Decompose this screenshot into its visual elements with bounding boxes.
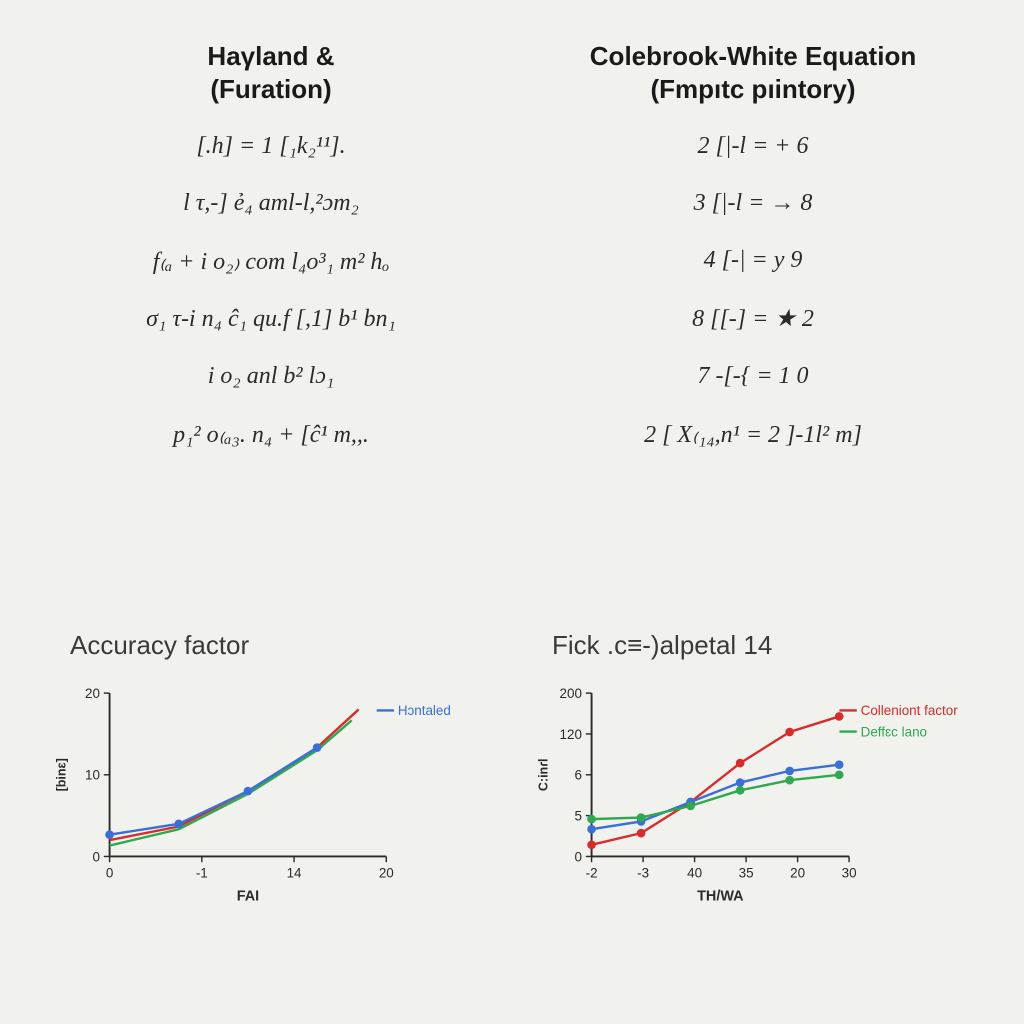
svg-text:20: 20	[379, 866, 394, 881]
left-title-line1: Haγland &	[207, 41, 334, 71]
left-chart-block: Accuracy factor 0 10 20 0 -1 14 20 FAI [binɛ] Hɔn…	[50, 630, 492, 914]
svg-text:35: 35	[739, 866, 754, 881]
equation: 3 [|-l = → 8	[694, 190, 813, 217]
right-title-line1: Colebrook-White Equation	[590, 41, 916, 71]
svg-text:-2: -2	[586, 866, 598, 881]
equation: l τ,-] ẻ₄ aml-l,²ɔm₂	[183, 190, 359, 217]
svg-text:120: 120	[560, 727, 582, 742]
right-chart: 0 5 6 120 200 -2 -3 40 35 20 30 TH/WA C:inɾl Collenio…	[532, 679, 974, 909]
svg-text:-3: -3	[637, 866, 649, 881]
svg-text:20: 20	[790, 866, 805, 881]
svg-text:5: 5	[574, 808, 581, 823]
equation-columns: Haγland & (Furation) [.h] = 1 [₁k₂¹¹]. l…	[50, 40, 974, 600]
right-title: Colebrook-White Equation (Fmpıtc pıintor…	[532, 40, 974, 105]
svg-text:200: 200	[560, 686, 582, 701]
equation: i o₂ anl b² lɔ₁	[208, 363, 335, 390]
left-column: Haγland & (Furation) [.h] = 1 [₁k₂¹¹]. l…	[50, 40, 492, 600]
svg-text:20: 20	[85, 686, 100, 701]
svg-text:10: 10	[85, 768, 100, 783]
equation: f₍ₐ + i o₂₎ com l₄o³₁ m² hₒ	[153, 247, 390, 276]
svg-text:[binɛ]: [binɛ]	[54, 758, 68, 791]
svg-text:30: 30	[842, 866, 857, 881]
equation: 2 [ X₍₁₄,n¹ = 2 ]-1l² m]	[644, 420, 862, 449]
equation: p₁² o₍ₐ₃. n₄ + [ĉ¹ m,,.	[173, 420, 369, 449]
left-chart: 0 10 20 0 -1 14 20 FAI [binɛ] Hɔntaled	[50, 679, 492, 909]
svg-text:Hɔntaled: Hɔntaled	[398, 703, 451, 718]
svg-text:40: 40	[687, 866, 702, 881]
svg-text:TH/WA: TH/WA	[697, 889, 744, 905]
equation: 4 [-| = y 9	[704, 247, 803, 274]
right-chart-block: Fick .ϲ≡-)alpetal 14 0 5 6 120 200 -2 -3 40 35 20…	[532, 630, 974, 914]
svg-text:FAI: FAI	[237, 889, 259, 905]
svg-text:Colleniont factor: Colleniont factor	[861, 703, 959, 718]
svg-text:0: 0	[92, 849, 99, 864]
equation: 8 [[-] = ★ 2	[692, 304, 814, 333]
left-title: Haγland & (Furation)	[50, 40, 492, 105]
svg-text:0: 0	[574, 849, 581, 864]
chart-row: Accuracy factor 010200-11420FAI[binɛ]Hɔn…	[50, 630, 974, 914]
equation: σ₁ τ-i n₄ ĉ₁ qu.f [,1] b¹ bn₁	[146, 306, 396, 333]
svg-text:14: 14	[287, 866, 302, 881]
equation: 2 [|-l = + 6	[698, 133, 809, 160]
equation: [.h] = 1 [₁k₂¹¹].	[196, 133, 345, 160]
left-title-line2: (Furation)	[210, 74, 331, 104]
right-chart-title: Fick .ϲ≡-)alpetal 14	[532, 630, 974, 661]
svg-text:0: 0	[106, 866, 113, 881]
svg-text:6: 6	[574, 768, 581, 783]
left-chart-title: Accuracy factor	[50, 630, 492, 661]
left-equations: [.h] = 1 [₁k₂¹¹]. l τ,-] ẻ₄ aml-l,²ɔm₂ f…	[50, 133, 492, 449]
svg-text:C:inɾl: C:inɾl	[536, 758, 550, 791]
equation: 7 -[-{ = 1 0	[697, 363, 808, 390]
svg-text:Deffɛc lano: Deffɛc lano	[861, 724, 927, 739]
right-title-line2: (Fmpıtc pıintory)	[650, 74, 855, 104]
right-column: Colebrook-White Equation (Fmpıtc pıintor…	[532, 40, 974, 600]
right-equations: 2 [|-l = + 6 3 [|-l = → 8 4 [-| = y 9 8 …	[532, 133, 974, 449]
svg-text:-1: -1	[196, 866, 208, 881]
